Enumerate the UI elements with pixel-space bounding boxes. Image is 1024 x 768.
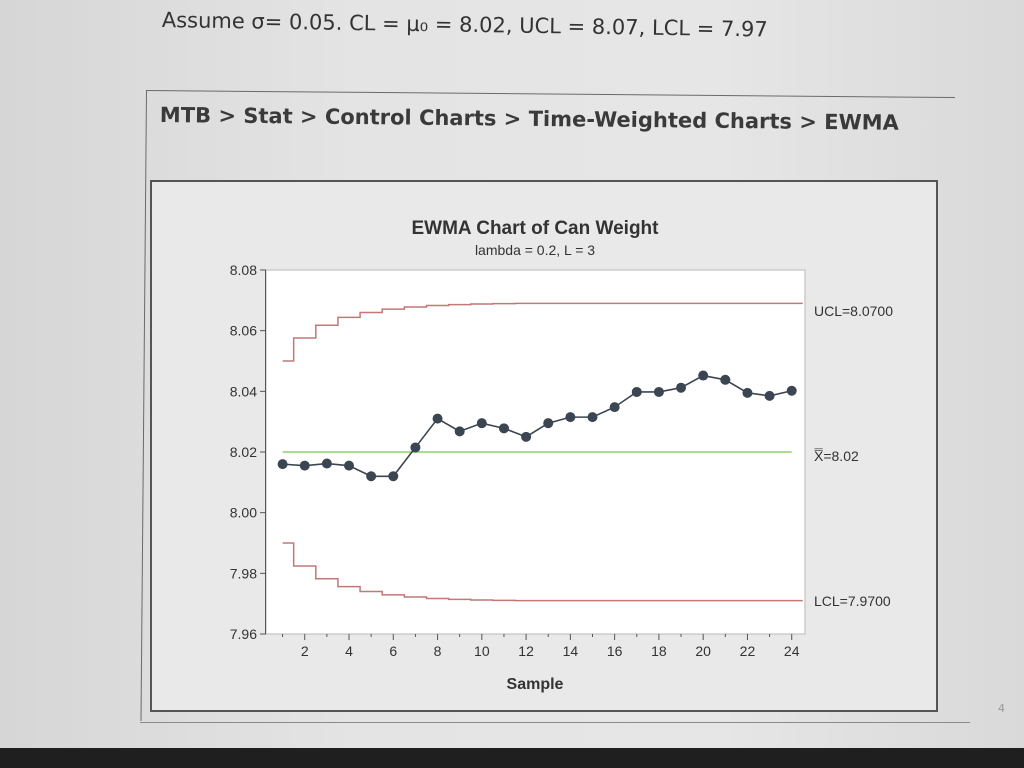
x-tick-label: 20 xyxy=(695,643,711,659)
y-tick-label: 8.04 xyxy=(230,383,257,399)
data-point xyxy=(764,390,775,401)
data-point xyxy=(653,386,664,397)
x-tick-label: 22 xyxy=(740,643,756,659)
ewma-chart: EWMA Chart of Can Weight lambda = 0.2, L… xyxy=(230,218,893,693)
x-tick-label: 2 xyxy=(301,643,309,659)
x-tick-label: 14 xyxy=(563,643,579,659)
slide-bottom-rule xyxy=(140,722,970,723)
data-point xyxy=(587,412,598,423)
data-point xyxy=(366,471,377,482)
y-tick-label: 7.96 xyxy=(230,626,257,642)
x-axis: 2 4 6 8 10 12 14 16 18 20 22 24 xyxy=(282,634,800,659)
ucl-line xyxy=(282,302,803,362)
data-point xyxy=(698,370,709,381)
x-tick-label: 8 xyxy=(434,643,442,659)
center-annotation: X̿=8.02 xyxy=(814,448,859,464)
ewma-points xyxy=(277,370,797,482)
chart-subtitle: lambda = 0.2, L = 3 xyxy=(475,242,595,258)
data-point xyxy=(565,412,576,423)
y-tick-label: 8.02 xyxy=(230,444,257,460)
screen-bottom-bar xyxy=(0,748,1024,768)
data-point xyxy=(432,413,443,424)
data-point xyxy=(521,431,532,442)
data-point xyxy=(498,423,509,434)
x-tick-label: 12 xyxy=(518,643,534,659)
y-tick-label: 8.00 xyxy=(230,505,257,521)
y-tick-label: 7.98 xyxy=(230,565,257,581)
lcl-line xyxy=(282,542,803,602)
y-axis: 7.96 7.98 8.00 8.02 8.04 8.06 8.08 xyxy=(230,262,266,642)
y-tick-label: 8.08 xyxy=(230,262,257,278)
y-tick-label: 8.06 xyxy=(230,323,257,339)
data-point xyxy=(742,387,753,398)
page-number: 4 xyxy=(998,702,1005,715)
data-point xyxy=(299,460,310,471)
data-point xyxy=(410,442,421,453)
data-point xyxy=(720,374,731,385)
x-tick-label: 4 xyxy=(345,643,353,659)
x-tick-label: 16 xyxy=(607,643,623,659)
data-point xyxy=(543,418,554,429)
data-point xyxy=(321,458,332,469)
data-point xyxy=(388,471,399,482)
data-point xyxy=(277,459,288,470)
x-axis-label: Sample xyxy=(507,676,564,693)
data-point xyxy=(476,418,487,429)
data-point xyxy=(676,382,687,393)
x-tick-label: 6 xyxy=(389,643,397,659)
x-tick-label: 24 xyxy=(784,643,800,659)
data-point xyxy=(344,460,355,471)
chart-title: EWMA Chart of Can Weight xyxy=(412,218,660,239)
data-point xyxy=(631,386,642,397)
data-point xyxy=(786,385,797,396)
x-tick-label: 18 xyxy=(651,643,667,659)
lcl-annotation: LCL=7.9700 xyxy=(814,593,891,609)
data-point xyxy=(454,426,465,437)
data-point xyxy=(609,402,620,413)
x-tick-label: 10 xyxy=(474,643,490,659)
ucl-annotation: UCL=8.0700 xyxy=(814,303,893,319)
